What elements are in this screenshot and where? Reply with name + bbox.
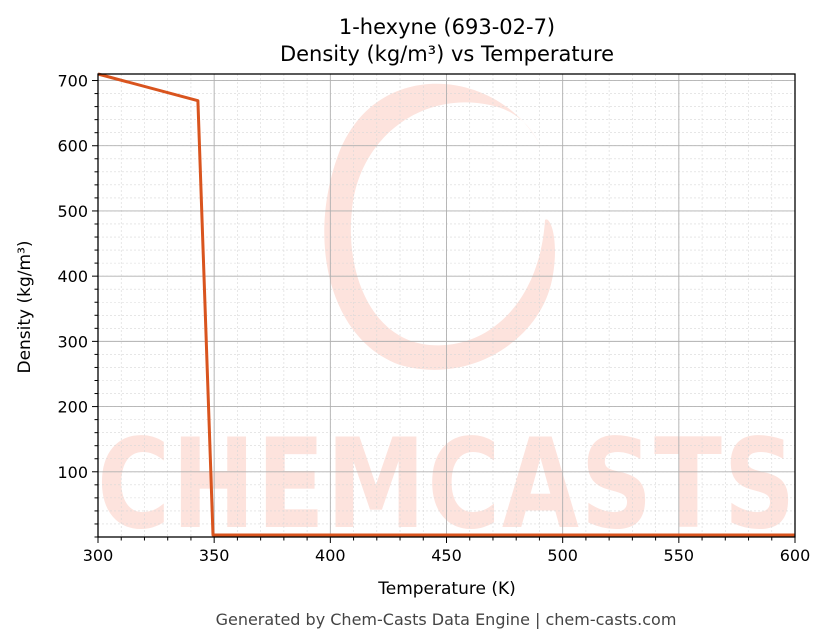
y-tick-label: 600 (57, 137, 88, 156)
footer-credit: Generated by Chem-Casts Data Engine | ch… (216, 610, 677, 629)
y-tick-label: 400 (57, 267, 88, 286)
y-tick-label: 100 (57, 463, 88, 482)
y-tick-label: 300 (57, 332, 88, 351)
x-tick-label: 500 (547, 546, 578, 565)
x-tick-label: 350 (199, 546, 230, 565)
watermark: CHEMCASTS (97, 83, 795, 557)
x-tick-label: 450 (431, 546, 462, 565)
x-tick-label: 400 (315, 546, 346, 565)
chart-title: 1-hexyne (693-02-7) (339, 15, 555, 39)
watermark-logo-ring (324, 83, 555, 370)
y-tick-label: 200 (57, 398, 88, 417)
x-tick-label: 300 (83, 546, 114, 565)
x-axis-label: Temperature (K) (377, 579, 516, 599)
density-series-line (97, 72, 795, 537)
chart-subtitle: Density (kg/m³) vs Temperature (280, 42, 614, 66)
y-tick-label: 700 (57, 72, 88, 91)
x-tick-label: 600 (780, 546, 811, 565)
y-tick-label: 500 (57, 202, 88, 221)
x-tick-label: 550 (664, 546, 695, 565)
axis-ticks: 300 350 400 450 500 550 600 100 200 300 400 500 600 7… (57, 72, 810, 565)
series-layer (97, 72, 795, 537)
y-axis-label: Density (kg/m³) (15, 240, 35, 373)
